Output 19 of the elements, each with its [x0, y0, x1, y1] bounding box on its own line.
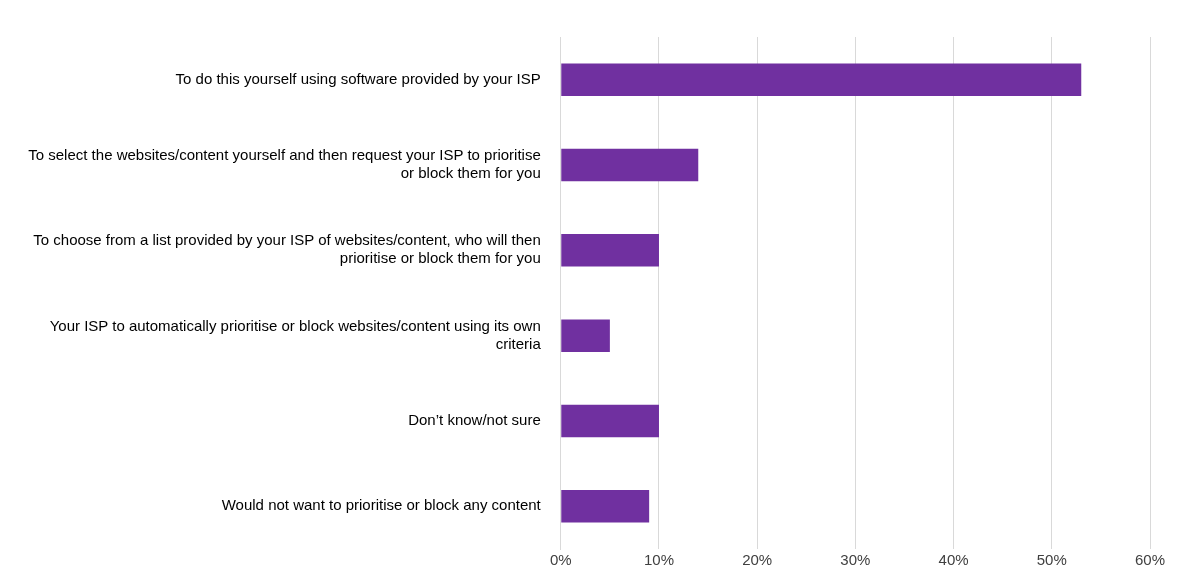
- bar: [561, 490, 650, 523]
- x-tick-label: 50%: [1036, 551, 1067, 569]
- x-tick-label: 10%: [643, 551, 674, 569]
- y-tick-label: Don’t know/not sure: [408, 411, 541, 429]
- y-tick-label: To choose from a list provided by your ISP of websites/content, who will then prioritise or block them for you: [33, 231, 541, 267]
- x-tick-label: 30%: [840, 551, 871, 569]
- y-tick-label: To do this yourself using software provided by your ISP: [175, 69, 541, 87]
- y-tick-label: Your ISP to automatically prioritise or block websites/content using its own criteria: [49, 316, 542, 352]
- bar: [561, 234, 659, 267]
- bar: [561, 63, 1082, 96]
- bar: [561, 319, 610, 352]
- x-tick-label: 40%: [938, 551, 969, 569]
- bar: [561, 404, 659, 438]
- x-tick-label: 60%: [1134, 551, 1166, 569]
- x-tick-label: 20%: [742, 551, 773, 569]
- bar: [561, 148, 699, 182]
- y-tick-label: To select the websites/content yourself and then request your ISP to prioritise or block them for you: [28, 146, 541, 182]
- x-tick-label: 0%: [549, 551, 572, 569]
- y-tick-label: Would not want to prioritise or block any content: [221, 496, 542, 514]
